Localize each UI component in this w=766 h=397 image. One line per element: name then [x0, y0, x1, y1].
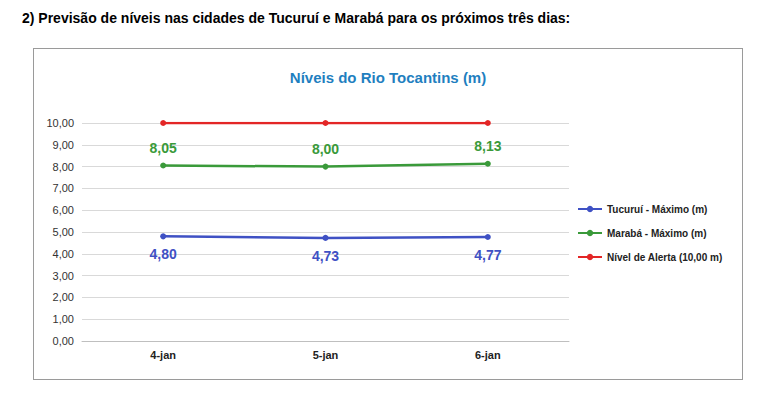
svg-text:9,00: 9,00 [53, 139, 74, 151]
svg-text:Tucuruí - Máximo (m): Tucuruí - Máximo (m) [607, 204, 707, 215]
html-text:2) Previsão de níveis nas cida: 2) Previsão de níveis nas cidades de Tuc… [22, 10, 571, 26]
svg-text:1,00: 1,00 [53, 313, 74, 325]
svg-text:10,00: 10,00 [46, 117, 74, 129]
svg-text:6,00: 6,00 [53, 204, 74, 216]
svg-text:8,00: 8,00 [312, 141, 339, 157]
svg-text:3,00: 3,00 [53, 270, 74, 282]
svg-text:6-jan: 6-jan [475, 349, 501, 361]
svg-text:4-jan: 4-jan [150, 349, 176, 361]
svg-text:4,80: 4,80 [150, 246, 177, 262]
svg-text:8,00: 8,00 [53, 161, 74, 173]
svg-text:8,13: 8,13 [474, 138, 501, 154]
svg-text:Marabá - Máximo (m): Marabá - Máximo (m) [607, 228, 706, 239]
svg-text:Nível de Alerta (10,00 m): Nível de Alerta (10,00 m) [607, 252, 722, 263]
svg-text:0,00: 0,00 [53, 335, 74, 347]
svg-text:4,77: 4,77 [474, 247, 501, 263]
svg-text:5,00: 5,00 [53, 226, 74, 238]
svg-text:5-jan: 5-jan [313, 349, 339, 361]
svg-text:7,00: 7,00 [53, 182, 74, 194]
svg-text:Níveis do Rio Tocantins (m): Níveis do Rio Tocantins (m) [290, 69, 486, 86]
svg-text:4,73: 4,73 [312, 248, 339, 264]
svg-text:8,05: 8,05 [150, 140, 177, 156]
svg-text:4,00: 4,00 [53, 248, 74, 260]
svg-text:2,00: 2,00 [53, 291, 74, 303]
